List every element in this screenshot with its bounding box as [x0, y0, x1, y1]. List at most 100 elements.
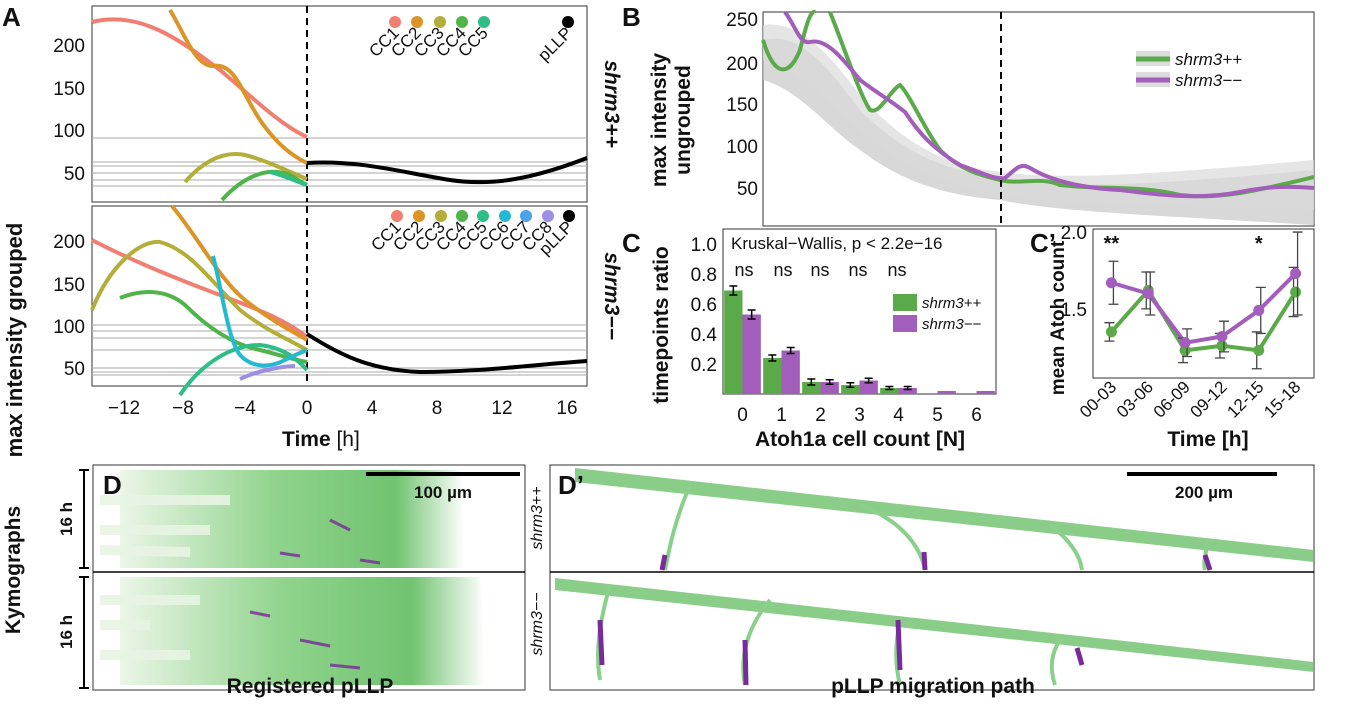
- panel-a-yaxis-bottom: 200 150 100 50: [53, 232, 85, 380]
- point-minus-15-18: [1290, 268, 1302, 280]
- c-xtick: 4: [893, 405, 904, 426]
- dp-row-label-minus: shrm3−−: [529, 592, 546, 655]
- point-plus-09-12: [1216, 340, 1228, 352]
- a-xtick: −4: [234, 398, 256, 419]
- panel-dp-image: [549, 464, 1315, 691]
- errorbar-plus-2: [807, 378, 816, 386]
- cp-significance: **: [1104, 233, 1120, 255]
- c-ns: ns: [773, 260, 792, 280]
- legend-dot-cc5: [478, 16, 490, 28]
- a-bot-ytick-100: 100: [53, 317, 85, 338]
- panel-a-xlabel: Time [h]: [282, 428, 360, 451]
- legend-dot-cc4: [456, 16, 468, 28]
- a-xtick: −8: [172, 398, 194, 419]
- line-plus: [1109, 287, 1298, 353]
- panel-c-annotations: ns ns ns ns ns: [734, 260, 906, 280]
- panel-label-d-prime: D’: [558, 470, 584, 500]
- c-xtick: 0: [737, 405, 748, 426]
- c-xtick: 3: [854, 405, 865, 426]
- c-ytick: 0.8: [691, 265, 717, 286]
- legend-dot-cc2: [411, 16, 423, 28]
- panel-label-d: D: [103, 470, 122, 500]
- cp-xtick: 09-12: [1187, 377, 1231, 421]
- c-ns: ns: [734, 260, 753, 280]
- a-xtick: 8: [432, 398, 443, 419]
- cp-xtick: 06-09: [1150, 377, 1194, 421]
- legend-dot-cc1: [389, 16, 401, 28]
- legend-dot-cc6: [499, 210, 511, 222]
- b-legend-plus: shrm3++: [1175, 50, 1242, 69]
- legend-dot-cc3: [434, 16, 446, 28]
- dp-row-label-plus: shrm3++: [529, 486, 546, 549]
- a-top-ytick-50: 50: [64, 164, 85, 185]
- errorbar-minus-0: [747, 309, 756, 320]
- legend-dot-pllp: [562, 16, 574, 28]
- panel-dp-caption: pLLP migration path: [831, 675, 1035, 698]
- panel-b-ylabel-2: ungrouped: [672, 65, 695, 175]
- a-xtick: 12: [491, 398, 512, 419]
- a-xlabel-main: Time: [282, 428, 331, 451]
- panel-d-caption: Registered pLLP: [227, 675, 394, 698]
- point-plus-06-09: [1179, 344, 1191, 356]
- bar-plus-3: [841, 385, 860, 394]
- b-ytick: 200: [726, 54, 758, 75]
- panel-label-c-prime: C’: [1030, 228, 1056, 258]
- b-ytick: 150: [726, 95, 758, 116]
- a-bot-ytick-150: 150: [53, 275, 85, 296]
- duration-label-bottom: 16 h: [57, 615, 76, 649]
- panel-c-legend: shrm3++ shrm3−−: [893, 294, 981, 333]
- a-top-ytick-100: 100: [53, 121, 85, 142]
- cp-ytick: 1.5: [1061, 300, 1087, 321]
- errorbar-plus-3: [846, 382, 855, 388]
- a-bot-ytick-200: 200: [53, 232, 85, 253]
- panel-a-top-plot: [91, 5, 588, 203]
- b-ytick: 50: [737, 179, 758, 200]
- a-top-ytick-200: 200: [53, 36, 85, 57]
- errorbar-plus-1: [768, 354, 777, 362]
- panel-label-a: A: [2, 2, 21, 32]
- scalebar-dp-label: 200 µm: [1175, 483, 1233, 502]
- legend-dot-cc2: [413, 210, 425, 222]
- bar-minus-4: [898, 388, 917, 394]
- bar-plus-4: [880, 388, 899, 394]
- legend-dot-cc3: [435, 210, 447, 222]
- panel-label-c: C: [622, 228, 641, 258]
- legend-dot-pllp: [563, 210, 575, 222]
- panel-a-bottom-plot: [90, 204, 588, 397]
- point-minus-06-09: [1179, 337, 1191, 349]
- bar-minus-1: [781, 350, 800, 394]
- c-legend-plus: shrm3++: [922, 295, 981, 312]
- c-xtick: 6: [971, 405, 982, 426]
- panel-c-ylabel: timepoints ratio: [650, 246, 673, 404]
- errorbar-minus-2: [825, 379, 834, 385]
- panel-a-xaxis: −12 −8 −4 0 4 8 12 16: [108, 398, 578, 419]
- panel-a-yaxis-top: 200 150 100 50: [53, 36, 85, 185]
- errorbar-plus-4: [885, 385, 894, 391]
- kymograph-side-label: Kymographs: [2, 506, 25, 634]
- legend-dot-cc7: [520, 210, 532, 222]
- b-ytick: 100: [726, 137, 758, 158]
- bar-plus-0: [724, 290, 743, 394]
- point-plus-15-18: [1290, 286, 1302, 298]
- cp-ytick: 2.0: [1061, 223, 1087, 244]
- bar-minus-0: [742, 314, 761, 394]
- c-ytick: 1.0: [691, 235, 717, 256]
- panel-a-ylabel: max intensity grouped: [2, 223, 27, 458]
- panel-c-xlabel: Atoh1a cell count [N]: [755, 428, 965, 451]
- c-ytick: 0.4: [691, 325, 718, 346]
- panel-label-b: B: [622, 2, 641, 32]
- legend-dot-cc1: [391, 210, 403, 222]
- bar-plus-2: [802, 382, 821, 394]
- cp-xtick: 15-18: [1260, 377, 1304, 421]
- panel-d-image: [92, 464, 526, 691]
- panel-b-plot: [761, 10, 1315, 227]
- c-xtick: 5: [932, 405, 943, 426]
- bar-plus-1: [763, 358, 782, 394]
- point-minus-09-12: [1216, 331, 1228, 343]
- c-ns: ns: [810, 260, 829, 280]
- b-legend-minus: shrm3−−: [1175, 71, 1242, 90]
- a-xtick: 4: [367, 398, 378, 419]
- c-ytick: 0.2: [691, 355, 717, 376]
- a-xlabel-unit: [h]: [331, 428, 360, 451]
